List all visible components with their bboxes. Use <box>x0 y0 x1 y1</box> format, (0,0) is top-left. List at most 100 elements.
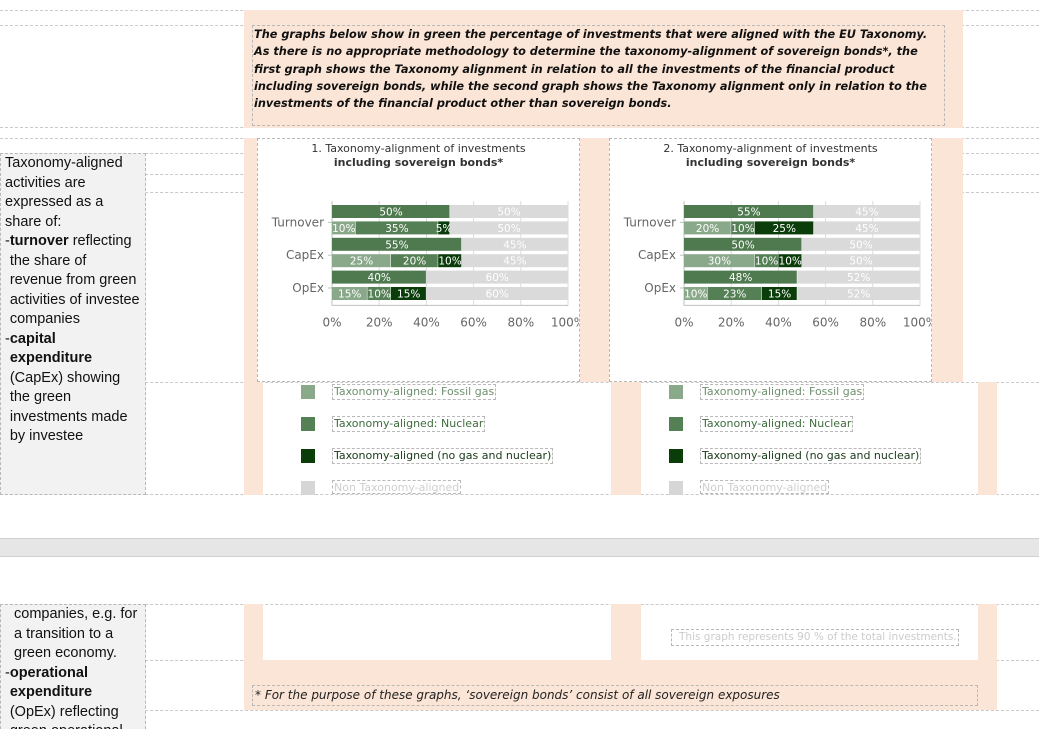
data-label: 35% <box>385 223 408 235</box>
intro-box: The graphs below show in green the perce… <box>252 25 945 126</box>
peach-column <box>244 382 263 495</box>
bar-segment-aligned_total <box>332 237 462 251</box>
category-label: OpEx <box>292 281 324 295</box>
data-label: 15% <box>397 289 420 301</box>
legend-label-nogas: Taxonomy-aligned (no gas and nuclear) <box>332 448 554 464</box>
legend-1: Taxonomy-aligned: Fossil gas Taxonomy-al… <box>300 382 600 495</box>
data-label: 40% <box>368 272 391 284</box>
data-label: 60% <box>486 289 509 301</box>
category-label: Turnover <box>623 215 676 229</box>
legend-label-nogas: Taxonomy-aligned (no gas and nuclear) <box>700 448 922 464</box>
bar-segment-nogas <box>438 221 450 235</box>
peach-column <box>978 604 997 660</box>
grid-line <box>0 604 1039 605</box>
chart-1-title: 1. Taxonomy-alignment of investments inc… <box>258 142 579 170</box>
bar-segment-nogas <box>438 254 462 268</box>
sidebar-lower: companies, e.g. for a transition to a gr… <box>0 604 146 729</box>
legend-swatch-nuclear <box>669 417 683 431</box>
legend-swatch-nogas <box>669 449 683 463</box>
x-tick-label: 80% <box>507 315 534 329</box>
bar-segment-non <box>813 221 920 235</box>
graph-note: This graph represents 90 % of the total … <box>671 629 959 646</box>
chart-2-title-line2: including sovereign bonds* <box>685 156 856 169</box>
bar-segment-nuclear <box>731 221 755 235</box>
grid-line <box>0 494 1039 495</box>
legend-swatch-fossil <box>669 385 683 399</box>
legend-swatch-nogas <box>301 449 315 463</box>
chart-1-title-line2: including sovereign bonds* <box>333 156 504 169</box>
bar-segment-fossil <box>332 254 391 268</box>
opex-desc: (OpEx) reflecting green operational <box>9 703 123 729</box>
bar-segment-aligned_total <box>684 270 797 284</box>
category-label: Turnover <box>271 215 324 229</box>
bullet-dash: - <box>5 664 10 700</box>
legend-swatch-fossil <box>301 385 315 399</box>
opex-term: operational expenditure <box>9 664 93 701</box>
x-tick-label: 0% <box>674 315 693 329</box>
data-label: 5% <box>436 223 453 235</box>
x-tick-label: 60% <box>812 315 839 329</box>
data-label: 52% <box>847 289 870 301</box>
data-label: 52% <box>847 272 870 284</box>
turnover-desc: reflecting the share of revenue from gre… <box>9 233 140 327</box>
bullet-dash: - <box>5 330 10 366</box>
capex-desc: (CapEx) showing the green investments ma… <box>9 369 128 445</box>
data-label: 45% <box>855 223 878 235</box>
bar-segment-non <box>461 237 568 251</box>
bar-segment-nuclear <box>391 254 438 268</box>
legend-label-fossil: Taxonomy-aligned: Fossil gas <box>700 384 865 400</box>
bar-segment-non <box>813 205 920 218</box>
data-label: 10% <box>684 289 707 301</box>
bar-segment-non <box>426 270 568 284</box>
data-label: 10% <box>779 256 802 268</box>
bar-segment-fossil <box>684 287 708 300</box>
bar-segment-fossil <box>332 287 367 300</box>
data-label: 45% <box>503 239 526 251</box>
chart-2-title-line1: 2. Taxonomy-alignment of investments <box>663 142 878 155</box>
legend-label-nuclear: Taxonomy-aligned: Nuclear <box>332 416 486 432</box>
x-tick-label: 40% <box>413 315 440 329</box>
data-label: 45% <box>855 207 878 219</box>
x-tick-label: 100% <box>551 315 579 329</box>
peach-column <box>244 604 263 660</box>
data-label: 50% <box>497 223 520 235</box>
data-label: 23% <box>723 289 746 301</box>
chart-1-svg: 0% 20% 40% 60% 80% 100% 50% 50% 10% 35% 5% 50% 55% 45… <box>271 201 579 329</box>
page-break-band <box>0 538 1039 557</box>
data-label: 15% <box>768 289 791 301</box>
data-label: 20% <box>403 256 426 268</box>
data-label: 25% <box>350 256 373 268</box>
bar-segment-nuclear <box>355 221 438 235</box>
x-tick-label: 80% <box>859 315 886 329</box>
bar-segment-nogas <box>778 254 802 268</box>
sidebar-lead: Taxonomy-aligned activities are expresse… <box>5 155 123 230</box>
data-label: 25% <box>773 223 796 235</box>
bar-segment-aligned_total <box>332 270 426 284</box>
x-tick-label: 40% <box>765 315 792 329</box>
data-label: 30% <box>708 256 731 268</box>
bar-segment-aligned_total <box>684 205 814 218</box>
category-label: CapEx <box>638 248 676 262</box>
category-label: OpEx <box>644 281 676 295</box>
x-tick-label: 100% <box>903 315 931 329</box>
bar-segment-nuclear <box>707 287 762 300</box>
data-label: 20% <box>696 223 719 235</box>
bar-segment-fossil <box>684 221 731 235</box>
data-label: 10% <box>755 256 778 268</box>
bar-segment-nuclear <box>367 287 391 300</box>
peach-column <box>611 382 641 495</box>
legend-label-non: Non Taxonomy-aligned <box>700 480 830 494</box>
peach-column <box>611 604 641 660</box>
grid-line <box>0 382 1039 383</box>
bar-segment-non <box>426 287 568 300</box>
category-label: CapEx <box>286 248 324 262</box>
data-label: 50% <box>497 207 520 219</box>
bar-segment-nuclear <box>754 254 778 268</box>
x-tick-label: 60% <box>460 315 487 329</box>
bar-segment-aligned_total <box>332 205 450 218</box>
bar-segment-non <box>802 254 920 268</box>
legend-label-nuclear: Taxonomy-aligned: Nuclear <box>700 416 854 432</box>
bar-segment-nogas <box>754 221 814 235</box>
x-tick-label: 20% <box>366 315 393 329</box>
data-label: 48% <box>729 272 752 284</box>
